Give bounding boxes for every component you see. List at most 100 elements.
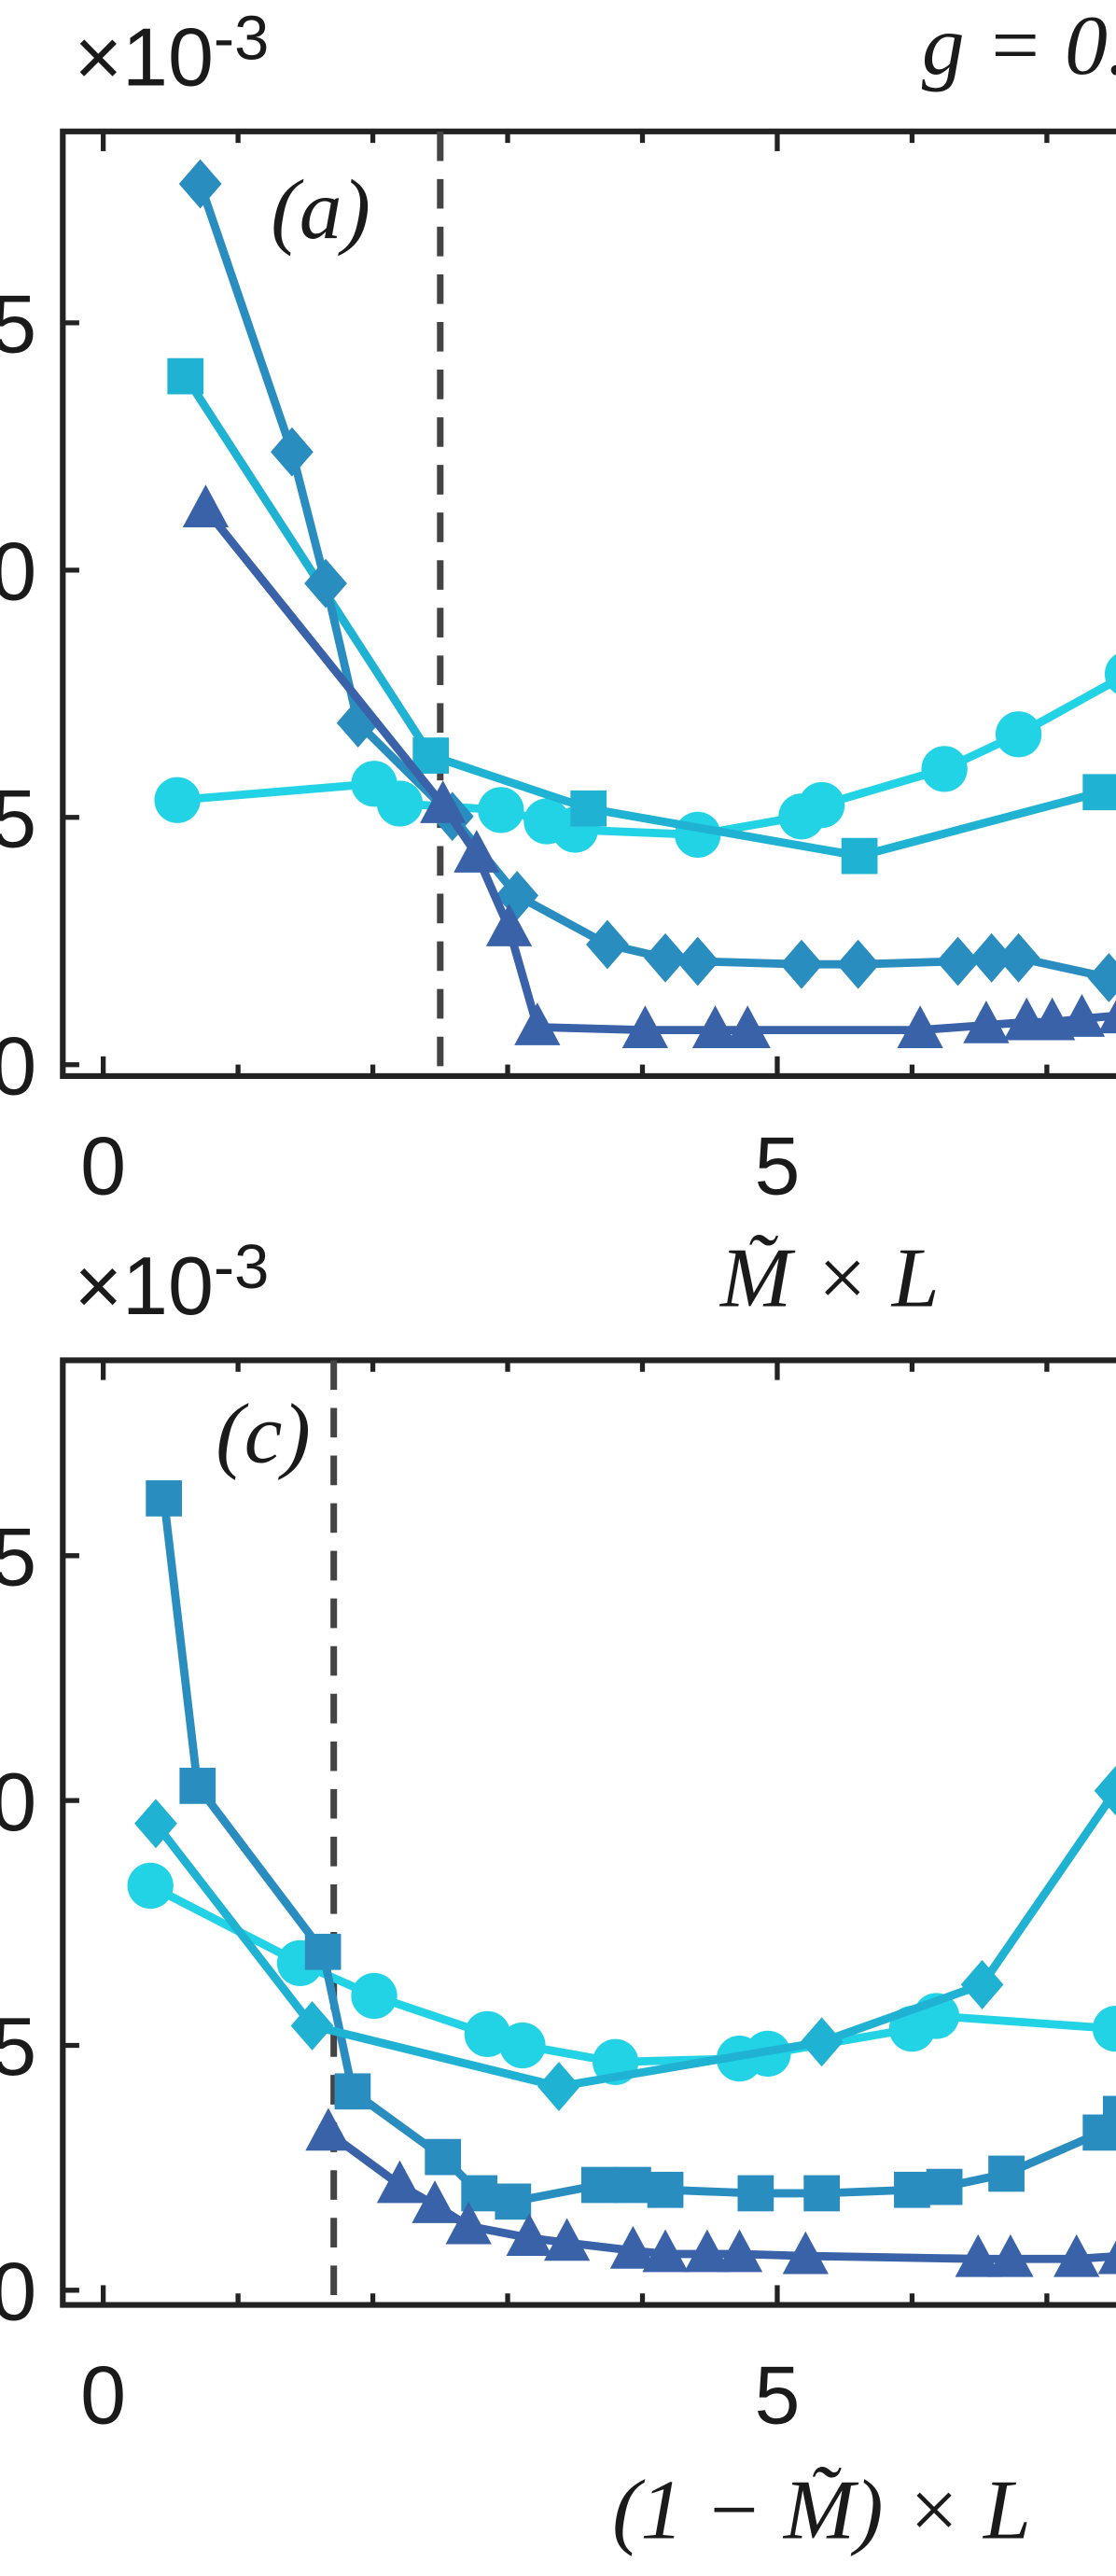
marker [445,2201,492,2245]
marker [836,939,880,989]
marker [179,1768,216,1804]
y-multiplier-base: ×10 [75,1239,214,1332]
marker [1104,653,1116,694]
marker [146,1480,183,1517]
marker [803,2175,841,2212]
marker [412,2180,458,2223]
marker [134,1799,177,1849]
y-multiplier-exponent: -3 [214,1232,269,1302]
y-tick-label: 5 [0,772,36,864]
marker [997,932,1040,983]
marker [495,871,539,920]
marker [495,2183,532,2220]
axes-frame [60,1357,1116,2308]
marker [926,2168,963,2205]
marker [644,932,687,983]
y-multiplier: ×10-3 [75,1232,270,1332]
marker [127,1862,174,1910]
axes-frame [60,128,1116,1080]
marker [963,1000,1010,1043]
marker [684,2229,731,2273]
marker [1087,953,1116,1002]
marker [376,2160,424,2204]
x-axis-label: (1 − M̃) × L [612,2462,1031,2557]
marker [586,919,629,970]
marker [988,2155,1025,2192]
marker [955,2233,1001,2277]
marker [609,2225,657,2269]
marker [1097,2240,1116,2275]
marker [420,780,467,823]
series-line [176,676,1116,839]
marker [921,746,968,792]
marker [724,1005,771,1049]
y-tick-label: 0 [0,1019,36,1112]
x-tick-label: 5 [754,2348,800,2441]
panel: 05101505×10-3g = 0.25(a)M̃ × L [0,0,1116,1324]
marker [178,159,222,209]
marker [182,484,230,528]
x-tick-label: 0 [80,2348,126,2441]
y-tick-label: 0 [0,2246,36,2338]
marker [642,2229,689,2273]
marker [894,2171,930,2208]
marker [1103,2095,1116,2133]
marker [580,2166,618,2204]
marker [506,2213,552,2257]
marker [478,787,524,833]
panel-label: (c) [216,1386,311,1481]
y-tick-label: 15 [0,1510,36,1603]
marker [154,777,201,823]
marker [647,2171,684,2208]
marker [514,1002,561,1045]
x-axis-label: M̃ × L [718,1229,940,1324]
series-line [160,1497,1116,2206]
marker [1097,1000,1116,1034]
marker [936,936,980,987]
marker [1082,774,1116,811]
marker [425,2138,462,2176]
marker [1092,2006,1116,2052]
chart-title: g = 0.25 [922,0,1116,92]
marker [304,1933,342,1970]
marker [780,939,823,989]
panel: 0 5 10 15 0 5 ×10-3 (c) (1 − M̃) × L [0,1232,1116,2557]
marker [970,932,1013,983]
marker [716,2229,763,2273]
y-multiplier-base: ×10 [75,11,214,104]
marker [799,781,845,829]
marker [453,830,500,873]
marker [167,357,204,395]
marker [615,2166,651,2204]
marker [737,2175,774,2212]
marker [675,811,721,858]
marker [543,2218,591,2261]
marker [621,1005,669,1049]
marker [782,2231,829,2275]
marker [1058,994,1106,1037]
marker [995,711,1042,758]
panel-label: (a) [271,161,370,257]
marker [987,2233,1034,2277]
marker [897,1005,943,1049]
marker [1053,2233,1100,2277]
marker [485,903,533,946]
marker [271,427,314,477]
marker [334,2073,371,2110]
marker [290,2001,334,2051]
plot-area [127,1360,1116,2305]
marker [499,2022,546,2069]
marker [800,2017,844,2067]
marker [676,936,719,987]
marker [464,2010,511,2058]
x-tick-label: 0 [80,1120,126,1212]
y-multiplier: ×10-3 [75,3,270,103]
marker [376,780,424,827]
plot-area [154,131,1116,1076]
y-tick-label: 10 [0,525,36,618]
x-tick-label: 5 [754,1120,800,1212]
marker [1094,1766,1116,1816]
marker [412,737,450,774]
marker [691,1005,739,1049]
